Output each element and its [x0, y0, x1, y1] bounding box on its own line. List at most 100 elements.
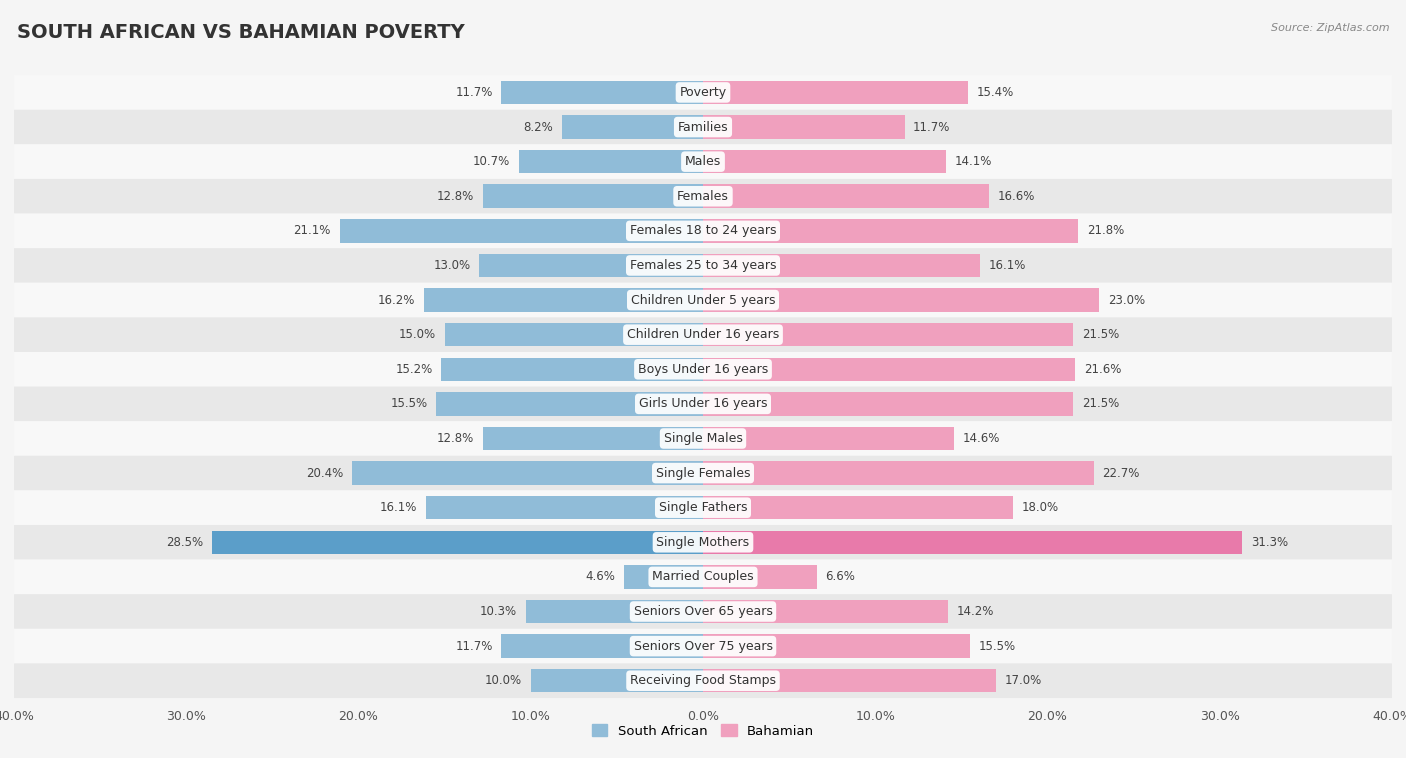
Bar — [436, 392, 703, 415]
Text: 11.7%: 11.7% — [456, 640, 494, 653]
Text: 15.2%: 15.2% — [395, 363, 433, 376]
Text: 15.0%: 15.0% — [399, 328, 436, 341]
Text: 15.5%: 15.5% — [391, 397, 427, 410]
FancyBboxPatch shape — [14, 283, 1392, 318]
Text: SOUTH AFRICAN VS BAHAMIAN POVERTY: SOUTH AFRICAN VS BAHAMIAN POVERTY — [17, 23, 464, 42]
Text: 21.6%: 21.6% — [1084, 363, 1121, 376]
Text: Single Mothers: Single Mothers — [657, 536, 749, 549]
Text: 14.6%: 14.6% — [963, 432, 1001, 445]
Text: 16.1%: 16.1% — [988, 259, 1026, 272]
Text: 14.2%: 14.2% — [956, 605, 994, 618]
Bar — [703, 323, 1073, 346]
Bar — [703, 254, 980, 277]
Bar — [526, 600, 703, 623]
Text: Single Females: Single Females — [655, 467, 751, 480]
Bar — [703, 496, 1012, 519]
Bar — [624, 565, 703, 589]
Text: 23.0%: 23.0% — [1108, 293, 1144, 306]
Text: 14.1%: 14.1% — [955, 155, 991, 168]
Bar — [212, 531, 703, 554]
Text: Married Couples: Married Couples — [652, 571, 754, 584]
Bar — [703, 634, 970, 658]
Text: Single Males: Single Males — [664, 432, 742, 445]
Text: 6.6%: 6.6% — [825, 571, 855, 584]
Text: Receiving Food Stamps: Receiving Food Stamps — [630, 674, 776, 688]
Text: 10.7%: 10.7% — [472, 155, 510, 168]
Text: Children Under 16 years: Children Under 16 years — [627, 328, 779, 341]
Text: 12.8%: 12.8% — [437, 432, 474, 445]
Text: 21.1%: 21.1% — [294, 224, 330, 237]
Text: Children Under 5 years: Children Under 5 years — [631, 293, 775, 306]
Text: 11.7%: 11.7% — [456, 86, 494, 99]
Text: 15.5%: 15.5% — [979, 640, 1015, 653]
Text: 8.2%: 8.2% — [523, 121, 553, 133]
Bar — [479, 254, 703, 277]
FancyBboxPatch shape — [14, 318, 1392, 352]
Text: Females 18 to 24 years: Females 18 to 24 years — [630, 224, 776, 237]
Text: 31.3%: 31.3% — [1251, 536, 1288, 549]
Bar — [441, 358, 703, 381]
Text: 22.7%: 22.7% — [1102, 467, 1140, 480]
Text: Seniors Over 65 years: Seniors Over 65 years — [634, 605, 772, 618]
Bar — [703, 288, 1099, 312]
Bar — [352, 462, 703, 485]
Bar — [703, 462, 1094, 485]
FancyBboxPatch shape — [14, 559, 1392, 594]
Bar — [426, 496, 703, 519]
Bar — [703, 531, 1241, 554]
Bar — [703, 600, 948, 623]
Bar — [340, 219, 703, 243]
FancyBboxPatch shape — [14, 75, 1392, 110]
Bar — [482, 184, 703, 208]
Bar — [703, 219, 1078, 243]
Bar — [703, 565, 817, 589]
FancyBboxPatch shape — [14, 387, 1392, 421]
Text: 28.5%: 28.5% — [166, 536, 204, 549]
Bar — [519, 150, 703, 174]
Bar — [502, 80, 703, 104]
Text: Seniors Over 75 years: Seniors Over 75 years — [634, 640, 772, 653]
Text: 11.7%: 11.7% — [912, 121, 950, 133]
Bar — [444, 323, 703, 346]
Bar — [703, 392, 1073, 415]
Bar — [425, 288, 703, 312]
FancyBboxPatch shape — [14, 214, 1392, 248]
Text: 13.0%: 13.0% — [433, 259, 471, 272]
Bar — [703, 427, 955, 450]
Text: 21.8%: 21.8% — [1087, 224, 1125, 237]
Bar — [502, 634, 703, 658]
Bar — [703, 150, 946, 174]
Text: Single Fathers: Single Fathers — [659, 501, 747, 514]
Text: 17.0%: 17.0% — [1004, 674, 1042, 688]
FancyBboxPatch shape — [14, 144, 1392, 179]
Text: 21.5%: 21.5% — [1083, 397, 1119, 410]
Text: Females: Females — [678, 190, 728, 202]
Text: 18.0%: 18.0% — [1022, 501, 1059, 514]
FancyBboxPatch shape — [14, 629, 1392, 663]
FancyBboxPatch shape — [14, 110, 1392, 144]
Text: 10.0%: 10.0% — [485, 674, 522, 688]
FancyBboxPatch shape — [14, 490, 1392, 525]
Text: Source: ZipAtlas.com: Source: ZipAtlas.com — [1271, 23, 1389, 33]
FancyBboxPatch shape — [14, 525, 1392, 559]
Text: Females 25 to 34 years: Females 25 to 34 years — [630, 259, 776, 272]
Text: 10.3%: 10.3% — [479, 605, 517, 618]
Text: 20.4%: 20.4% — [305, 467, 343, 480]
FancyBboxPatch shape — [14, 179, 1392, 214]
Bar — [703, 80, 969, 104]
Legend: South African, Bahamian: South African, Bahamian — [586, 719, 820, 743]
Bar — [703, 358, 1076, 381]
Bar — [562, 115, 703, 139]
Text: Males: Males — [685, 155, 721, 168]
Text: 16.1%: 16.1% — [380, 501, 418, 514]
Text: 4.6%: 4.6% — [585, 571, 616, 584]
FancyBboxPatch shape — [14, 456, 1392, 490]
Bar — [531, 669, 703, 693]
FancyBboxPatch shape — [14, 663, 1392, 698]
Bar — [703, 115, 904, 139]
Text: Families: Families — [678, 121, 728, 133]
Text: 16.6%: 16.6% — [997, 190, 1035, 202]
FancyBboxPatch shape — [14, 352, 1392, 387]
Text: Poverty: Poverty — [679, 86, 727, 99]
Bar — [482, 427, 703, 450]
